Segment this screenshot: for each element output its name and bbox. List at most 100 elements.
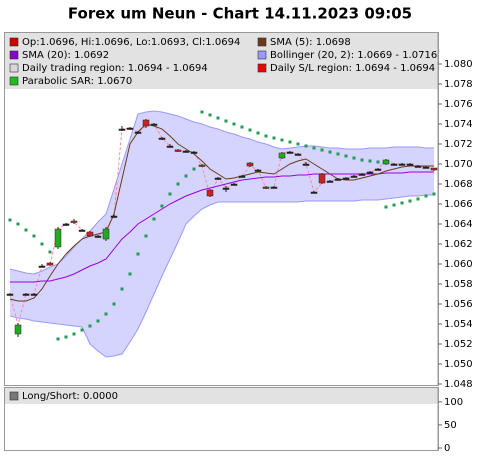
legend-swatch <box>9 50 19 60</box>
sar-dot <box>96 319 100 323</box>
sar-dot <box>144 234 148 238</box>
y-tick-label: 100 <box>444 397 463 408</box>
sar-dot <box>352 156 356 160</box>
candle-body <box>126 127 134 130</box>
sar-dot <box>8 218 12 222</box>
sar-dot <box>208 113 212 117</box>
sar-dot <box>320 148 324 152</box>
legend-label: Daily trading region: 1.0694 - 1.0694 <box>22 63 208 74</box>
candle-body <box>422 166 430 169</box>
sar-dot <box>408 199 412 203</box>
candle-body <box>366 171 374 174</box>
sar-dot <box>176 182 180 186</box>
candle-body <box>286 151 294 154</box>
sar-dot <box>264 134 268 138</box>
sar-dot <box>48 250 52 254</box>
candle-body <box>222 187 230 190</box>
y-tick-label: 1.080 <box>444 59 473 70</box>
sar-dot <box>272 136 276 140</box>
sar-dot <box>88 324 92 328</box>
y-tick-label: 1.068 <box>444 179 473 190</box>
y-tick-label: 1.078 <box>444 79 473 90</box>
legend-box <box>5 33 438 89</box>
sar-dot <box>160 204 164 208</box>
sar-dot <box>368 159 372 163</box>
candle-body <box>54 228 62 248</box>
candle-body <box>334 178 342 181</box>
sar-dot <box>136 252 140 256</box>
y-tick-label: 1.064 <box>444 219 473 230</box>
sar-dot <box>24 228 28 232</box>
candle-body <box>22 293 30 296</box>
candle-body <box>406 163 414 166</box>
candle-body <box>206 189 214 197</box>
sar-dot <box>80 328 84 332</box>
sar-dot <box>384 205 388 209</box>
sar-dot <box>296 142 300 146</box>
lower-legend-box <box>5 388 438 404</box>
y-tick-label: 1.062 <box>444 239 473 250</box>
sar-dot <box>376 160 380 164</box>
candle-body <box>30 293 38 296</box>
sar-dot <box>280 138 284 142</box>
candle-body <box>70 220 78 223</box>
sar-dot <box>192 167 196 171</box>
sar-dot <box>112 302 116 306</box>
legend-swatch <box>257 63 267 73</box>
candle-body <box>86 231 94 237</box>
candle-body <box>390 163 398 166</box>
candle-body <box>134 131 142 134</box>
candle-body <box>350 175 358 178</box>
y-tick-label: 1.074 <box>444 119 473 130</box>
candle-body <box>398 163 406 166</box>
legend-swatch <box>9 76 19 86</box>
y-tick-label: 50 <box>444 420 457 431</box>
candle-body <box>238 175 246 178</box>
candle-body <box>374 168 382 171</box>
sar-dot <box>200 110 204 114</box>
candle-body <box>254 169 262 172</box>
candle-body <box>38 265 46 268</box>
sar-dot <box>360 158 364 162</box>
sar-dot <box>400 201 404 205</box>
candle-body <box>46 262 54 266</box>
sar-dot <box>72 332 76 336</box>
sar-dot <box>128 272 132 276</box>
sar-dot <box>424 194 428 198</box>
candle-body <box>430 167 438 171</box>
y-tick-label: 1.054 <box>444 319 473 330</box>
y-tick-label: 0 <box>444 443 450 454</box>
legend-label: Parabolic SAR: 1.0670 <box>22 76 132 87</box>
candle-body <box>302 163 310 166</box>
candle-body <box>262 186 270 189</box>
chart-title: Forex um Neun - Chart 14.11.2023 09:05 <box>68 5 412 23</box>
sar-dot <box>32 234 36 238</box>
candle-body <box>102 228 110 240</box>
sar-dot <box>224 119 228 123</box>
candle-body <box>174 149 182 152</box>
legend-swatch <box>9 37 19 47</box>
legend-label: Long/Short: 0.0000 <box>22 391 118 402</box>
legend-label: Bollinger (20, 2): 1.0669 - 1.0716 <box>270 50 437 61</box>
candle-body <box>318 173 326 184</box>
sar-dot <box>64 335 68 339</box>
candle-body <box>14 324 22 335</box>
candle-body <box>198 164 206 167</box>
sar-dot <box>232 122 236 126</box>
sar-dot <box>416 197 420 201</box>
sar-dot <box>336 152 340 156</box>
sar-dot <box>184 174 188 178</box>
legend-swatch <box>257 37 267 47</box>
y-tick-label: 1.066 <box>444 199 473 210</box>
y-tick-label: 1.052 <box>444 339 473 350</box>
sar-dot <box>328 150 332 154</box>
sar-dot <box>288 140 292 144</box>
sar-dot <box>432 192 436 196</box>
candle-body <box>342 177 350 180</box>
candle-body <box>358 173 366 176</box>
y-tick-label: 1.056 <box>444 299 473 310</box>
sar-dot <box>120 287 124 291</box>
candle-body <box>150 123 158 126</box>
